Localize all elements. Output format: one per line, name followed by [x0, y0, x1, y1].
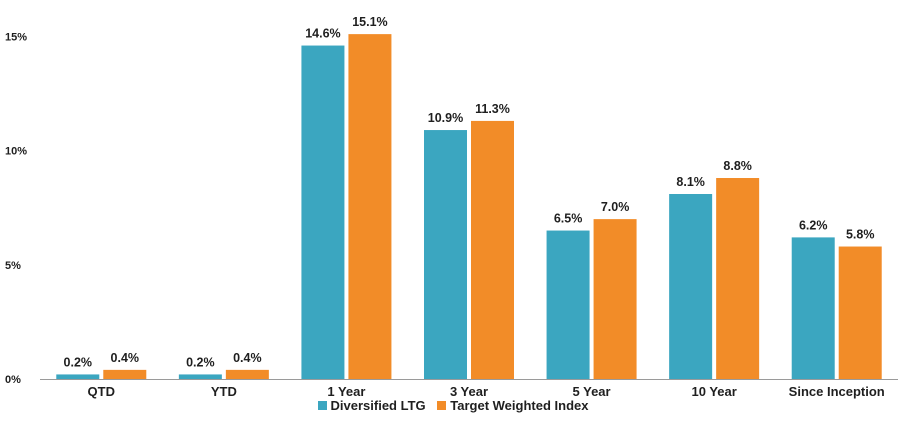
- x-tick-label: 5 Year: [573, 384, 611, 399]
- data-label: 6.2%: [799, 218, 828, 232]
- x-tick-label: QTD: [88, 384, 115, 399]
- data-labels: 0.2% 0.4% 0.2% 0.4% 14.6% 15.1% 10.9% 11.3% 6.5%…: [64, 15, 875, 369]
- bar: [301, 45, 345, 379]
- bars: [56, 34, 882, 380]
- bar: [593, 219, 637, 379]
- bar: [546, 230, 590, 379]
- data-label: 0.4%: [233, 351, 262, 365]
- bar: [791, 237, 835, 379]
- y-axis: 0% 5% 10% 15%: [5, 31, 27, 386]
- bar: [56, 374, 100, 379]
- data-label: 0.2%: [64, 355, 93, 369]
- legend-swatch-diversified-ltg: [317, 401, 327, 410]
- legend-item-diversified-ltg: Diversified LTG: [317, 398, 426, 413]
- x-tick-label: YTD: [211, 384, 237, 399]
- y-tick-label: 5%: [5, 260, 21, 272]
- bar: [178, 374, 222, 379]
- data-label: 8.1%: [676, 175, 705, 189]
- data-label: 6.5%: [554, 212, 583, 226]
- x-tick-label: Since Inception: [789, 384, 885, 399]
- data-label: 8.8%: [723, 159, 752, 173]
- bar: [225, 369, 269, 379]
- data-label: 14.6%: [305, 27, 340, 41]
- legend-swatch-target-weighted-index: [437, 401, 447, 410]
- data-label: 0.4%: [111, 351, 140, 365]
- legend-label-target-weighted-index: Target Weighted Index: [450, 398, 589, 413]
- y-tick-label: 0%: [5, 374, 21, 386]
- bar: [103, 369, 147, 379]
- bar: [471, 120, 514, 380]
- y-tick-label: 10%: [5, 146, 27, 158]
- x-tick-label: 10 Year: [691, 384, 736, 399]
- x-axis-categories: QTD YTD 1 Year 3 Year 5 Year 10 Year Since Inc…: [88, 384, 885, 399]
- bar: [424, 130, 467, 379]
- data-label: 5.8%: [846, 228, 875, 242]
- x-tick-label: 1 Year: [327, 384, 365, 399]
- bar: [348, 34, 392, 380]
- data-label: 10.9%: [428, 111, 463, 125]
- bar: [838, 246, 882, 379]
- legend-label-diversified-ltg: Diversified LTG: [330, 398, 426, 413]
- data-label: 11.3%: [475, 102, 510, 116]
- data-label: 7.0%: [601, 200, 630, 214]
- bar: [716, 178, 760, 379]
- legend: Diversified LTG Target Weighted Index: [0, 398, 906, 413]
- y-tick-label: 15%: [5, 31, 27, 43]
- data-label: 15.1%: [352, 15, 387, 29]
- legend-item-target-weighted-index: Target Weighted Index: [437, 398, 588, 413]
- x-tick-label: 3 Year: [450, 384, 488, 399]
- data-label: 0.2%: [186, 355, 215, 369]
- bar: [669, 194, 713, 379]
